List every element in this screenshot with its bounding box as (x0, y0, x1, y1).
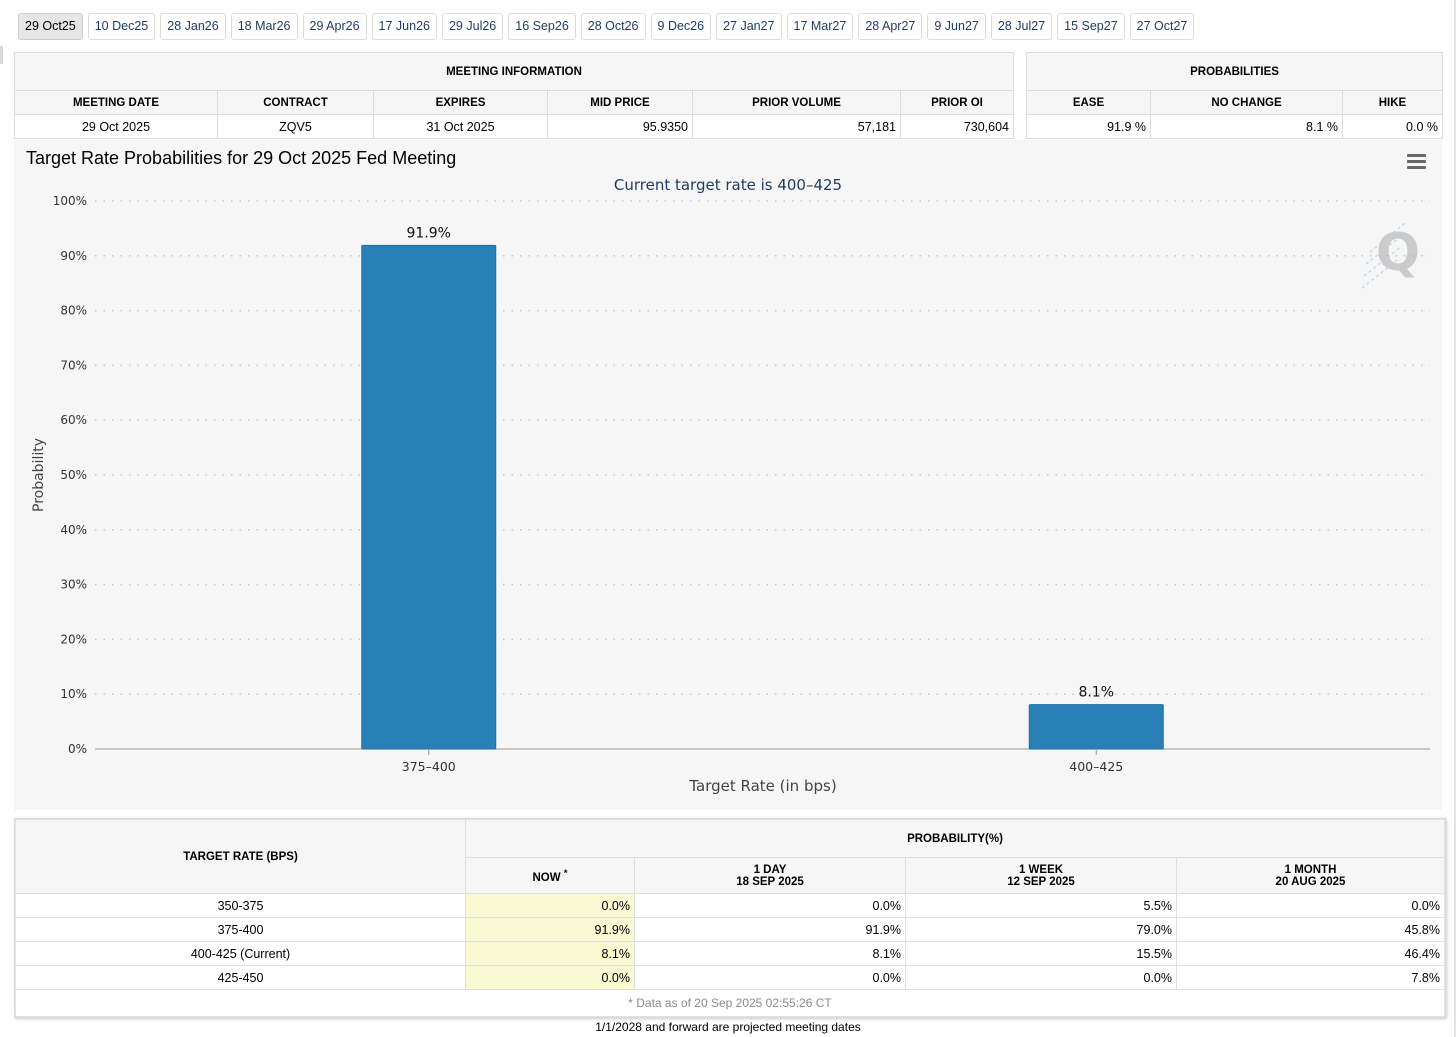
bar-375–400 (361, 244, 497, 750)
header-mid-price: MID PRICE (547, 90, 693, 115)
chart-panel: Target Rate Probabilities for 29 Oct 202… (14, 140, 1442, 810)
y-tick-label: 90% (60, 249, 87, 263)
tab-27-jan27[interactable]: 27 Jan27 (716, 13, 782, 40)
contract-value: ZQV5 (217, 114, 374, 139)
tab-29-oct25[interactable]: 29 Oct25 (18, 13, 83, 40)
tab-29-apr26[interactable]: 29 Apr26 (302, 13, 367, 40)
tab-15-sep27[interactable]: 15 Sep27 (1057, 13, 1125, 40)
data-label: 8.1% (1078, 685, 1114, 701)
tab-9-jun27[interactable]: 9 Jun27 (927, 13, 986, 40)
y-tick-label: 30% (60, 578, 87, 592)
prior-volume-value: 57,181 (692, 114, 901, 139)
probabilities-title: PROBABILITIES (1026, 52, 1443, 91)
y-tick-label: 100% (53, 194, 87, 208)
header-1-month: 1 MONTH 20 AUG 2025 (1176, 857, 1445, 894)
probabilities-table: PROBABILITIES EASE NO CHANGE HIKE 91.9 %… (1026, 52, 1443, 139)
y-tick-label: 60% (60, 413, 87, 427)
header-target-rate: TARGET RATE (BPS) (15, 819, 466, 894)
ease-value: 91.9 % (1026, 114, 1151, 139)
table-row: 400-425 (Current) 8.1% 8.1% 15.5% 46.4% (15, 941, 1445, 966)
table-row: 350-375 0.0% 0.0% 5.5% 0.0% (15, 893, 1445, 918)
y-tick-label: 10% (60, 687, 87, 701)
x-tick-label: 400–425 (1069, 759, 1123, 774)
x-tick-label: 375–400 (402, 759, 456, 774)
prior-oi-value: 730,604 (900, 114, 1014, 139)
svg-text:Q: Q (1376, 223, 1420, 283)
q-logo-icon: Q (1361, 221, 1420, 289)
tab-28-jan26[interactable]: 28 Jan26 (160, 13, 226, 40)
hamburger-menu-icon[interactable] (1407, 154, 1426, 169)
probability-history-table: TARGET RATE (BPS) PROBABILITY(%) NOW * 1… (15, 819, 1445, 1017)
header-expires: EXPIRES (373, 90, 548, 115)
table-row: 375-400 91.9% 91.9% 79.0% 45.8% (15, 917, 1445, 942)
expires-value: 31 Oct 2025 (373, 114, 548, 139)
y-axis-title: Probability (31, 438, 47, 512)
x-axis-title: Target Rate (in bps) (688, 777, 836, 795)
header-contract: CONTRACT (217, 90, 374, 115)
tab-28-jul27[interactable]: 28 Jul27 (990, 13, 1053, 40)
tab-17-mar27[interactable]: 17 Mar27 (786, 13, 854, 40)
header-hike: HIKE (1342, 90, 1443, 115)
hike-value: 0.0 % (1342, 114, 1443, 139)
y-tick-label: 70% (60, 358, 87, 372)
data-label: 91.9% (407, 225, 451, 241)
bar-400–425 (1028, 704, 1164, 750)
meeting-date-value: 29 Oct 2025 (14, 114, 218, 139)
header-no-change: NO CHANGE (1150, 90, 1343, 115)
bar-chart: Current target rate is 400–425 0% 10% 20% 30… (31, 176, 1430, 795)
table-row: 425-450 0.0% 0.0% 0.0% 7.8% (15, 965, 1445, 990)
tab-16-sep26[interactable]: 16 Sep26 (508, 13, 576, 40)
probability-history-panel: TARGET RATE (BPS) PROBABILITY(%) NOW * 1… (14, 818, 1446, 1018)
no-change-value: 8.1 % (1150, 114, 1343, 139)
chart-subtitle: Current target rate is 400–425 (614, 176, 842, 194)
header-prior-volume: PRIOR VOLUME (692, 90, 901, 115)
data-timestamp-note: * Data as of 20 Sep 2025 02:55:26 CT (15, 989, 1445, 1017)
meeting-info-table: MEETING INFORMATION MEETING DATE CONTRAC… (14, 52, 1014, 139)
header-meeting-date: MEETING DATE (14, 90, 218, 115)
tab-10-dec25[interactable]: 10 Dec25 (87, 13, 156, 40)
tab-28-oct26[interactable]: 28 Oct26 (580, 13, 646, 40)
chart-title: Target Rate Probabilities for 29 Oct 202… (26, 148, 457, 168)
tab-9-dec26[interactable]: 9 Dec26 (650, 13, 712, 40)
header-1-week: 1 WEEK 12 SEP 2025 (905, 857, 1177, 894)
header-now: NOW * (465, 857, 635, 894)
tab-17-jun26[interactable]: 17 Jun26 (371, 13, 437, 40)
projected-dates-footer: 1/1/2028 and forward are projected meeti… (595, 1020, 861, 1034)
header-probability: PROBABILITY(%) (465, 819, 1445, 858)
y-tick-label: 0% (68, 742, 87, 756)
tab-29-jul26[interactable]: 29 Jul26 (441, 13, 504, 40)
tab-27-oct27[interactable]: 27 Oct27 (1129, 13, 1195, 40)
header-1-day: 1 DAY 18 SEP 2025 (634, 857, 906, 894)
page-scrollbar[interactable] (1454, 0, 1456, 1037)
meeting-tabs: 29 Oct25 10 Dec25 28 Jan26 18 Mar26 29 A… (18, 13, 1195, 40)
mid-price-value: 95.9350 (547, 114, 693, 139)
y-tick-label: 20% (60, 632, 87, 646)
y-tick-label: 80% (60, 304, 87, 318)
left-edge-handle (0, 46, 3, 64)
header-prior-oi: PRIOR OI (900, 90, 1014, 115)
meeting-info-title: MEETING INFORMATION (14, 52, 1014, 91)
header-ease: EASE (1026, 90, 1151, 115)
tab-28-apr27[interactable]: 28 Apr27 (858, 13, 923, 40)
y-tick-label: 50% (60, 468, 87, 482)
now-footnote-mark: * (563, 867, 568, 879)
tab-18-mar26[interactable]: 18 Mar26 (230, 13, 298, 40)
y-tick-label: 40% (60, 523, 87, 537)
